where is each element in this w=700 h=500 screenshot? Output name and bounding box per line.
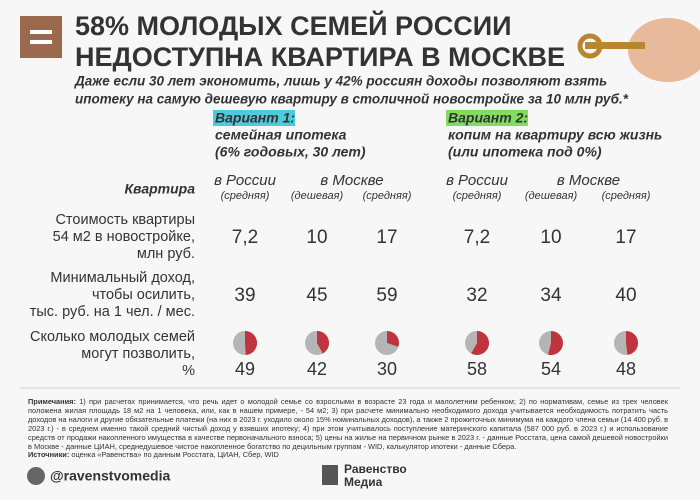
column-kind: (средняя) [453, 190, 502, 202]
notes-label: Примечания: [28, 397, 76, 406]
sources-label: Источники: [28, 450, 70, 459]
variant-text: копим на квартиру всю жизнь [448, 127, 662, 143]
pie-value: 54 [541, 359, 561, 379]
column-place: в Москве [320, 172, 383, 189]
variant-text: семейная ипотека [215, 127, 347, 143]
subtitle: ипотеку на самую дешевую квартиру в стол… [75, 92, 629, 107]
row-label: чтобы осилить, [92, 287, 195, 303]
cell-value: 39 [234, 285, 255, 306]
cell-value: 34 [540, 285, 562, 306]
row-label: могут позволить, [81, 346, 195, 362]
pie-value: 58 [467, 359, 487, 379]
column-place: в Москве [557, 172, 620, 189]
row-label: 54 м2 в новостройке, [53, 229, 195, 245]
icon-bar [30, 30, 52, 34]
row-label: % [182, 363, 195, 379]
variant-label: Вариант 2: [448, 110, 528, 126]
column-kind: (дешевая) [291, 190, 344, 202]
logo-text: Равенство [344, 462, 407, 476]
cell-value: 10 [306, 227, 327, 248]
variant-highlight [446, 110, 528, 126]
pie-value: 42 [307, 359, 327, 379]
subtitle: Даже если 30 лет экономить, лишь у 42% р… [74, 74, 607, 89]
cell-value: 59 [376, 285, 397, 306]
row-label: млн руб. [137, 246, 195, 262]
handle: @ravenstvomedia [50, 468, 170, 484]
brand-icon [322, 465, 338, 485]
notes: Примечания: 1) при расчетах принимается,… [28, 397, 668, 451]
cell-value: 7,2 [232, 227, 258, 248]
variant-highlight [213, 110, 295, 126]
column-kind: (средняя) [221, 190, 270, 202]
title: 58% МОЛОДЫХ СЕМЕЙ РОССИИ [75, 10, 512, 41]
column-kind: (средняя) [602, 190, 651, 202]
pie-slice [317, 331, 329, 354]
cell-value: 45 [306, 285, 327, 306]
variant-label: Вариант 1: [215, 110, 295, 126]
row-label: Стоимость квартиры [55, 212, 195, 228]
cell-value: 17 [376, 227, 397, 248]
cell-value: 17 [615, 227, 636, 248]
row-label: Сколько молодых семей [30, 329, 195, 345]
row-label: Минимальный доход, [50, 270, 195, 286]
notes-text: 1) при расчетах принимается, что речь ид… [28, 397, 668, 451]
pie-value: 30 [377, 359, 397, 379]
pie-value: 49 [235, 359, 255, 379]
logo-text: Медиа [344, 475, 383, 489]
column-kind: (дешевая) [525, 190, 578, 202]
pie-slice [471, 331, 490, 355]
sources-text: оценка «Равенства» по данным Росстата, Ц… [71, 450, 279, 459]
cell-value: 32 [466, 285, 487, 306]
pie-slice [626, 331, 638, 355]
icon-bar [30, 40, 52, 44]
column-place: в России [446, 172, 509, 189]
logo-icon [20, 16, 62, 58]
pie-slice [548, 331, 564, 355]
telegram-icon [27, 467, 45, 485]
corner-label: Квартира [124, 181, 195, 197]
pie-slice [245, 331, 257, 355]
pie-slice [387, 331, 399, 347]
title: НЕДОСТУПНА КВАРТИРА В МОСКВЕ [75, 42, 565, 72]
column-place: в России [214, 172, 277, 189]
cell-value: 10 [540, 227, 561, 248]
cell-value: 40 [615, 285, 636, 306]
sources: Источники: оценка «Равенства» по данным … [28, 450, 668, 459]
column-kind: (средняя) [363, 190, 412, 202]
pie-value: 48 [616, 359, 636, 379]
variant-text: (6% годовых, 30 лет) [215, 144, 366, 160]
variant-text: (или ипотека под 0%) [448, 144, 602, 160]
row-label: тыс. руб. на 1 чел. / мес. [30, 304, 195, 320]
cell-value: 7,2 [464, 227, 490, 248]
hand-with-key [577, 18, 700, 82]
